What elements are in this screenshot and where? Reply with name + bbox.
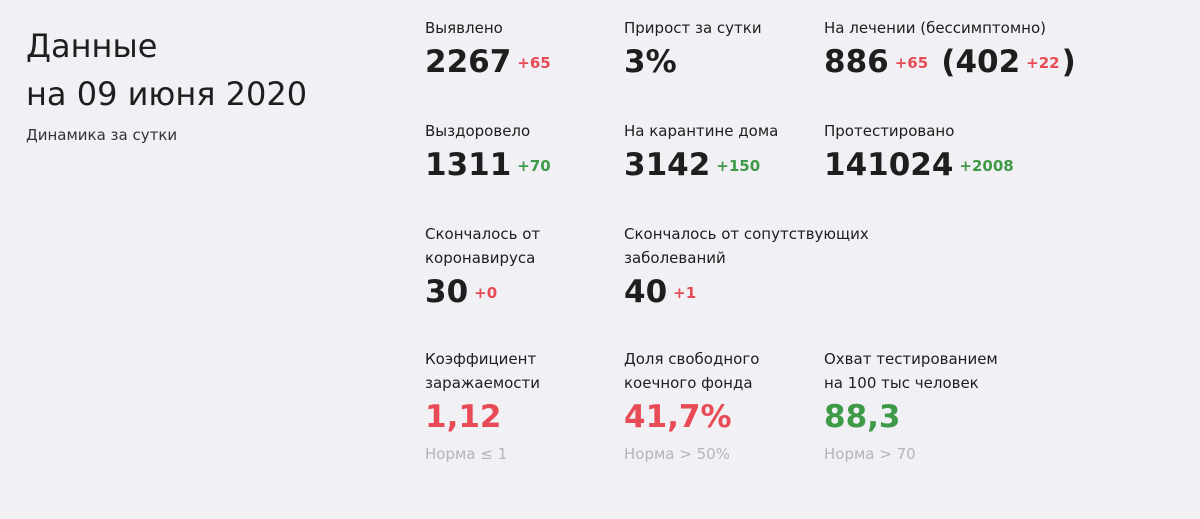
stat-home-quarantine: На карантине дома 3142 +150 bbox=[624, 119, 814, 185]
stat-delta: +65 bbox=[894, 54, 929, 72]
stat-died-covid: Скончалось от коронавируса 30 +0 bbox=[425, 222, 615, 312]
indicator-infection-rate: Коэффициент заражаемости 1,12 Норма ≤ 1 bbox=[425, 347, 615, 463]
indicator-value: 41,7% bbox=[624, 399, 732, 435]
indicator-testing-coverage: Охват тестированием на 100 тыс человек 8… bbox=[824, 347, 1084, 463]
close-paren: ) bbox=[1061, 44, 1076, 80]
page-title: Данные на 09 июня 2020 bbox=[26, 22, 386, 118]
stat-delta: +150 bbox=[716, 157, 761, 175]
stat-value: 3% bbox=[624, 44, 677, 80]
stat-delta: +70 bbox=[517, 157, 551, 175]
stat-label: На лечении (бессимптомно) bbox=[824, 19, 1046, 37]
indicator-label-line2: на 100 тыс человек bbox=[824, 374, 979, 392]
stat-value: 886 bbox=[824, 44, 889, 80]
stat-value: 3142 bbox=[624, 147, 711, 183]
indicator-label-line1: Охват тестированием bbox=[824, 350, 998, 368]
stat-value: 141024 bbox=[824, 147, 954, 183]
indicator-label-line2: заражаемости bbox=[425, 374, 541, 392]
stat-label: Прирост за сутки bbox=[624, 19, 762, 37]
page-title-line1: Данные bbox=[26, 27, 158, 65]
stat-label: Выздоровело bbox=[425, 122, 531, 140]
page-title-line2: на 09 июня 2020 bbox=[26, 75, 308, 113]
stat-delta: +65 bbox=[517, 54, 551, 72]
stat-asym-delta: +22 bbox=[1026, 54, 1060, 72]
stat-label: Протестировано bbox=[824, 122, 955, 140]
stat-delta: +0 bbox=[474, 284, 498, 302]
indicator-label-line2: коечного фонда bbox=[624, 374, 753, 392]
stat-value: 2267 bbox=[425, 44, 512, 80]
stat-growth: Прирост за сутки 3% bbox=[624, 16, 814, 82]
stat-treatment: На лечении (бессимптомно) 886 +65 (402 +22… bbox=[824, 16, 1124, 82]
indicator-value: 88,3 bbox=[824, 399, 901, 435]
indicator-norm: Норма > 50% bbox=[624, 445, 730, 463]
stat-delta: +1 bbox=[673, 284, 697, 302]
stat-detected: Выявлено 2267 +65 bbox=[425, 16, 615, 82]
stat-tested: Протестировано 141024 +2008 bbox=[824, 119, 1124, 185]
indicator-free-beds: Доля свободного коечного фонда 41,7% Нор… bbox=[624, 347, 814, 463]
stat-label-line2: заболеваний bbox=[624, 249, 726, 267]
indicator-label-line1: Коэффициент bbox=[425, 350, 537, 368]
stat-value: 30 bbox=[425, 274, 469, 310]
indicator-label-line1: Доля свободного bbox=[624, 350, 760, 368]
stat-recovered: Выздоровело 1311 +70 bbox=[425, 119, 615, 185]
open-paren: ( bbox=[941, 44, 956, 80]
stat-delta: +2008 bbox=[959, 157, 1014, 175]
stat-label-line1: Скончалось от bbox=[425, 225, 541, 243]
stat-value: 1311 bbox=[425, 147, 512, 183]
stat-label-line1: Скончалось от сопутствующих bbox=[624, 225, 869, 243]
stat-label: На карантине дома bbox=[624, 122, 779, 140]
stat-label: Выявлено bbox=[425, 19, 503, 37]
indicator-norm: Норма ≤ 1 bbox=[425, 445, 508, 463]
indicator-norm: Норма > 70 bbox=[824, 445, 916, 463]
page-subtitle: Динамика за сутки bbox=[26, 126, 178, 144]
stat-label-line2: коронавируса bbox=[425, 249, 536, 267]
stat-value: 40 bbox=[624, 274, 668, 310]
stat-died-other: Скончалось от сопутствующих заболеваний … bbox=[624, 222, 924, 312]
indicator-value: 1,12 bbox=[425, 399, 502, 435]
header-block: Данные на 09 июня 2020 Динамика за сутки bbox=[26, 22, 386, 144]
stat-asym-value: 402 bbox=[955, 44, 1021, 80]
